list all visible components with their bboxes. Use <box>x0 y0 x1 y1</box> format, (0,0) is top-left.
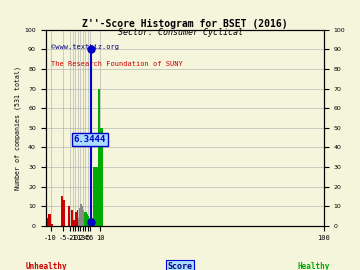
Text: 6.3444: 6.3444 <box>74 135 106 144</box>
Bar <box>74 220 75 226</box>
Text: Healthy: Healthy <box>297 262 329 270</box>
Bar <box>89 218 93 226</box>
Bar <box>82 206 83 226</box>
Bar <box>46 218 48 226</box>
Text: The Research Foundation of SUNY: The Research Foundation of SUNY <box>51 61 183 67</box>
Bar <box>71 210 73 226</box>
Bar <box>87 214 88 226</box>
Bar <box>80 204 82 226</box>
Bar <box>73 220 74 226</box>
Bar <box>93 167 98 226</box>
Y-axis label: Number of companies (531 total): Number of companies (531 total) <box>15 66 22 190</box>
Bar <box>68 206 71 226</box>
Bar <box>60 196 63 226</box>
Text: Unhealthy: Unhealthy <box>26 262 68 270</box>
Bar <box>100 128 103 226</box>
Bar <box>88 216 89 226</box>
Text: Score: Score <box>167 262 193 270</box>
Text: ©www.textbiz.org: ©www.textbiz.org <box>51 43 119 50</box>
Bar <box>48 214 50 226</box>
Bar <box>63 200 66 226</box>
Bar <box>98 89 100 226</box>
Bar <box>77 210 78 226</box>
Bar <box>51 224 53 226</box>
Bar <box>76 212 77 226</box>
Bar <box>78 218 79 226</box>
Bar <box>84 212 85 226</box>
Bar <box>85 212 86 226</box>
Bar <box>79 208 80 226</box>
Title: Z''-Score Histogram for BSET (2016): Z''-Score Histogram for BSET (2016) <box>82 19 287 29</box>
Text: Sector: Consumer Cyclical: Sector: Consumer Cyclical <box>117 28 243 37</box>
Bar <box>83 210 84 226</box>
